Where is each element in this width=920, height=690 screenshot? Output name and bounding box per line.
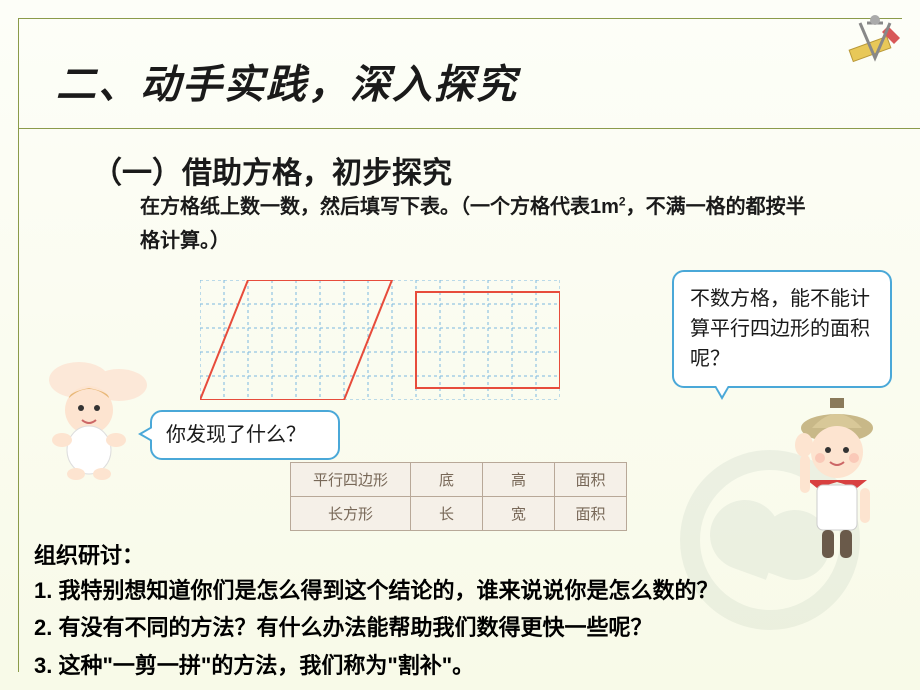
table-cell: 高 (483, 463, 555, 497)
discussion-points: 1. 我特别想知道你们是怎么得到这个结论的，谁来说说你是怎么数的？ 2. 有没有… (34, 572, 718, 684)
instruction-text: 在方格纸上数一数，然后填写下表。（一个方格代表1m2，不满一格的都按半格计算。） (140, 190, 820, 258)
boy-character-icon (772, 390, 902, 560)
table-row: 平行四边形 底 高 面积 (291, 463, 627, 497)
table-cell: 面积 (555, 463, 627, 497)
frame-divider (18, 128, 920, 129)
table-row: 长方形 长 宽 面积 (291, 497, 627, 531)
table-cell: 底 (411, 463, 483, 497)
frame-top (18, 18, 902, 19)
section-title: 二、动手实践，深入探究 (56, 52, 518, 110)
table-cell: 宽 (483, 497, 555, 531)
speech-bubble-discover: 你发现了什么？ (150, 410, 340, 460)
instruction-sup: 2 (619, 194, 626, 208)
table-cell: 长 (411, 497, 483, 531)
angel-character-icon (24, 350, 154, 480)
tools-icon (840, 8, 910, 78)
instruction-part1: 在方格纸上数一数，然后填写下表。（一个方格代表1m (140, 196, 619, 218)
table-cell: 面积 (555, 497, 627, 531)
point-2: 2. 有没有不同的方法？有什么办法能帮助我们数得更快一些呢？ (34, 609, 718, 646)
grid-diagram (200, 280, 560, 400)
point-3: 3. 这种"一剪一拼"的方法，我们称为"割补"。 (34, 647, 718, 684)
comparison-table: 平行四边形 底 高 面积 长方形 长 宽 面积 (290, 462, 627, 531)
discuss-label: 组织研讨： (34, 538, 144, 570)
table-rowhead: 长方形 (291, 497, 411, 531)
frame-left (18, 18, 19, 672)
speech-bubble-question: 不数方格，能不能计算平行四边形的面积呢？ (672, 270, 892, 388)
table-rowhead: 平行四边形 (291, 463, 411, 497)
point-1: 1. 我特别想知道你们是怎么得到这个结论的，谁来说说你是怎么数的？ (34, 572, 718, 609)
subsection-title: （一）借助方格，初步探究 (92, 148, 452, 192)
